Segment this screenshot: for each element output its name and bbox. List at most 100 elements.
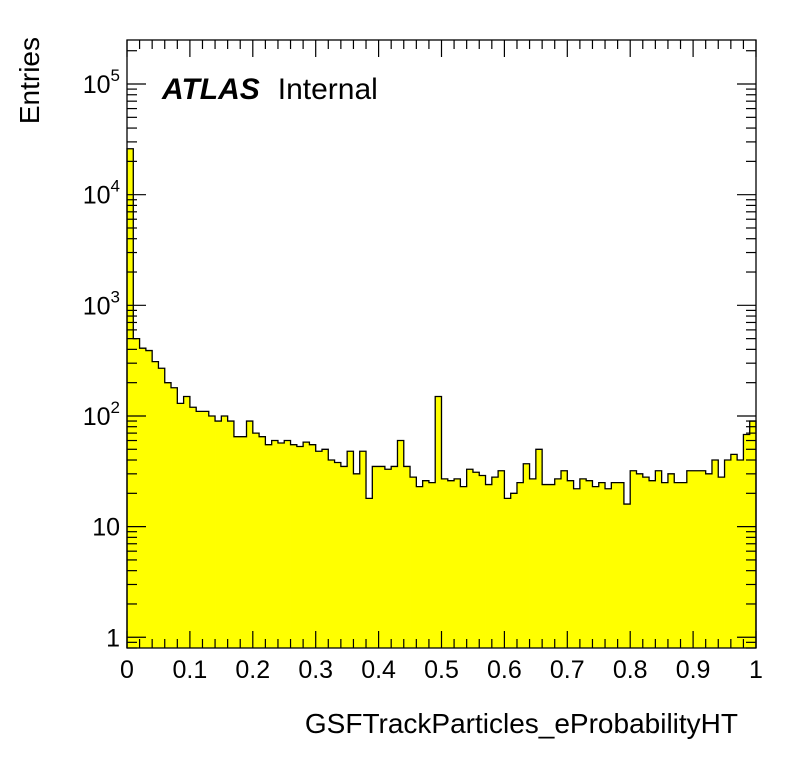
histogram-bar bbox=[416, 486, 424, 648]
x-tick-label: 0.4 bbox=[361, 656, 396, 684]
histogram-bar bbox=[403, 466, 411, 648]
histogram-bar bbox=[145, 350, 153, 648]
histogram-bar bbox=[303, 442, 310, 648]
histogram-bar bbox=[630, 470, 637, 648]
histogram-bar bbox=[498, 470, 505, 648]
histogram-bar bbox=[642, 477, 650, 648]
axis-ticks bbox=[126, 40, 757, 649]
histogram-bar bbox=[158, 368, 166, 648]
histogram-bar bbox=[384, 469, 392, 648]
histogram-bar bbox=[718, 477, 725, 648]
histogram-bar bbox=[491, 477, 499, 648]
histogram-bar bbox=[246, 421, 254, 648]
histogram-bar bbox=[271, 440, 279, 648]
histogram-bar bbox=[598, 482, 606, 648]
histogram-bar bbox=[573, 488, 581, 648]
histogram-bar bbox=[378, 466, 386, 648]
histogram-bar bbox=[366, 498, 373, 648]
histogram-bar bbox=[655, 470, 663, 648]
histogram-bar bbox=[447, 480, 455, 648]
histogram-bar bbox=[196, 411, 203, 648]
histogram-bar bbox=[454, 478, 461, 648]
x-tick-label: 0 bbox=[120, 656, 134, 684]
histogram-bar bbox=[529, 478, 537, 648]
histogram-bar bbox=[567, 480, 574, 648]
histogram-bar bbox=[485, 484, 493, 648]
histogram-bar bbox=[334, 462, 342, 648]
histogram-bar bbox=[171, 387, 178, 648]
histogram-bar bbox=[674, 482, 681, 648]
histogram-bar bbox=[579, 478, 587, 648]
atlas-bold-label: ATLAS bbox=[161, 73, 260, 106]
x-tick-labels: 0 0.1 0.2 0.3 0.4 0.5 0.6 0.7 0.8 0.9 1 bbox=[120, 656, 763, 684]
histogram-bar bbox=[554, 478, 562, 648]
y-tick-label: 105 bbox=[83, 66, 120, 99]
x-tick-label: 0.7 bbox=[550, 656, 585, 684]
y-axis-title: Entries bbox=[14, 37, 45, 124]
histogram-bar bbox=[359, 451, 367, 648]
histogram-bars bbox=[127, 148, 757, 648]
histogram-bar bbox=[460, 486, 468, 648]
y-tick-label: 102 bbox=[83, 398, 120, 431]
histogram-bar bbox=[340, 466, 348, 648]
histogram-bar bbox=[410, 477, 417, 648]
histogram-bar bbox=[749, 421, 757, 648]
histogram-bar bbox=[284, 440, 291, 648]
histogram-bar bbox=[221, 415, 229, 648]
histogram-bar bbox=[139, 348, 147, 648]
y-tick-labels: 1 10 102 103 104 105 bbox=[83, 66, 120, 652]
histogram-bar bbox=[372, 466, 379, 648]
histogram-bar bbox=[321, 449, 329, 648]
x-axis-title: GSFTrackParticles_eProbabilityHT bbox=[305, 708, 738, 739]
histogram-bar bbox=[523, 463, 530, 648]
histogram-bar bbox=[240, 436, 247, 648]
histogram-bar bbox=[290, 444, 298, 648]
histogram-bar bbox=[504, 498, 512, 648]
histogram-bar bbox=[428, 482, 436, 648]
histogram-bar bbox=[636, 473, 644, 648]
histogram-bar bbox=[227, 421, 235, 648]
histogram-outline bbox=[126, 148, 757, 648]
histogram-bar bbox=[724, 460, 732, 648]
histogram-bar bbox=[259, 436, 266, 648]
histogram-bar bbox=[152, 361, 159, 648]
x-tick-label: 0.8 bbox=[613, 656, 648, 684]
histogram-bar bbox=[617, 482, 625, 648]
histogram-bar bbox=[397, 440, 405, 648]
histogram-bar bbox=[309, 444, 317, 648]
histogram-bar bbox=[667, 473, 675, 648]
histogram-bar bbox=[649, 480, 656, 648]
histogram-bar bbox=[441, 478, 449, 648]
histogram-bar bbox=[127, 148, 134, 648]
histogram-bar bbox=[548, 484, 556, 648]
x-tick-label: 1 bbox=[749, 656, 763, 684]
histogram-bar bbox=[391, 466, 398, 648]
histogram-bar bbox=[208, 415, 216, 648]
x-tick-label: 0.2 bbox=[235, 656, 270, 684]
histogram-bar bbox=[542, 484, 549, 648]
histogram-bar bbox=[561, 470, 568, 648]
histogram-bar bbox=[315, 451, 323, 648]
histogram-bar bbox=[296, 446, 304, 648]
histogram-bar bbox=[611, 482, 619, 648]
histogram-bar bbox=[693, 470, 700, 648]
x-tick-label: 0.6 bbox=[487, 656, 522, 684]
histogram-bar bbox=[422, 480, 430, 648]
x-tick-label: 0.9 bbox=[676, 656, 711, 684]
histogram-bar bbox=[605, 488, 612, 648]
y-tick-label: 1 bbox=[106, 624, 120, 652]
atlas-label: ATLAS Internal bbox=[161, 73, 378, 106]
y-tick-label: 104 bbox=[83, 177, 120, 210]
histogram-bar bbox=[711, 460, 719, 648]
histogram-bar bbox=[623, 504, 631, 648]
histogram-bar bbox=[277, 442, 285, 648]
x-tick-label: 0.5 bbox=[424, 656, 459, 684]
histogram-bar bbox=[686, 470, 694, 648]
histogram-bar bbox=[189, 407, 197, 648]
histogram-bar bbox=[730, 454, 738, 648]
y-tick-label: 103 bbox=[83, 287, 120, 320]
histogram-bar bbox=[202, 411, 210, 648]
y-tick-label: 10 bbox=[92, 514, 120, 542]
histogram-bar bbox=[510, 493, 518, 648]
